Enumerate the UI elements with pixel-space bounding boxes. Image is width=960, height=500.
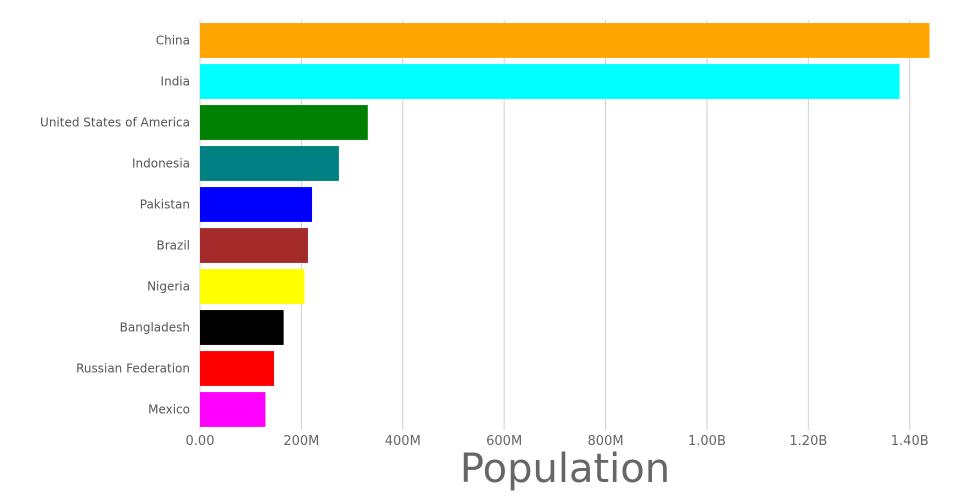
bars-group [200, 23, 930, 427]
category-label: Mexico [148, 403, 190, 417]
category-label: Pakistan [140, 198, 190, 212]
bar-indonesia [200, 146, 339, 181]
bar-russian-federation [200, 351, 275, 386]
x-tick-label: 800M [588, 434, 624, 449]
bar-mexico [200, 392, 266, 427]
x-tick-label: 1.40B [891, 434, 929, 449]
bar-pakistan [200, 187, 313, 222]
category-label: Nigeria [147, 280, 190, 294]
category-label: Brazil [157, 239, 191, 253]
category-label: Indonesia [132, 157, 190, 171]
x-tick-label: 400M [385, 434, 421, 449]
category-label: United States of America [40, 116, 190, 130]
x-tick-label: 1.00B [688, 434, 726, 449]
bar-india [200, 64, 900, 99]
bar-bangladesh [200, 310, 284, 345]
bar-united-states-of-america [200, 105, 368, 140]
bar-nigeria [200, 269, 305, 304]
x-tick-label: 600M [486, 434, 522, 449]
category-label: China [156, 34, 190, 48]
category-labels: China India United States of America Indone… [40, 34, 190, 417]
x-tick-label: 0.00 [186, 434, 215, 449]
bar-china [200, 23, 930, 58]
category-label: India [161, 75, 190, 89]
x-tick-label: 200M [283, 434, 319, 449]
bar-brazil [200, 228, 308, 263]
category-label: Bangladesh [120, 321, 190, 335]
x-tick-label: 1.20B [789, 434, 827, 449]
x-tick-labels: 0.00 200M 400M 600M 800M 1.00B 1.20B 1.40B [186, 434, 929, 449]
x-axis-title: Population [460, 446, 670, 492]
category-label: Russian Federation [76, 362, 190, 376]
